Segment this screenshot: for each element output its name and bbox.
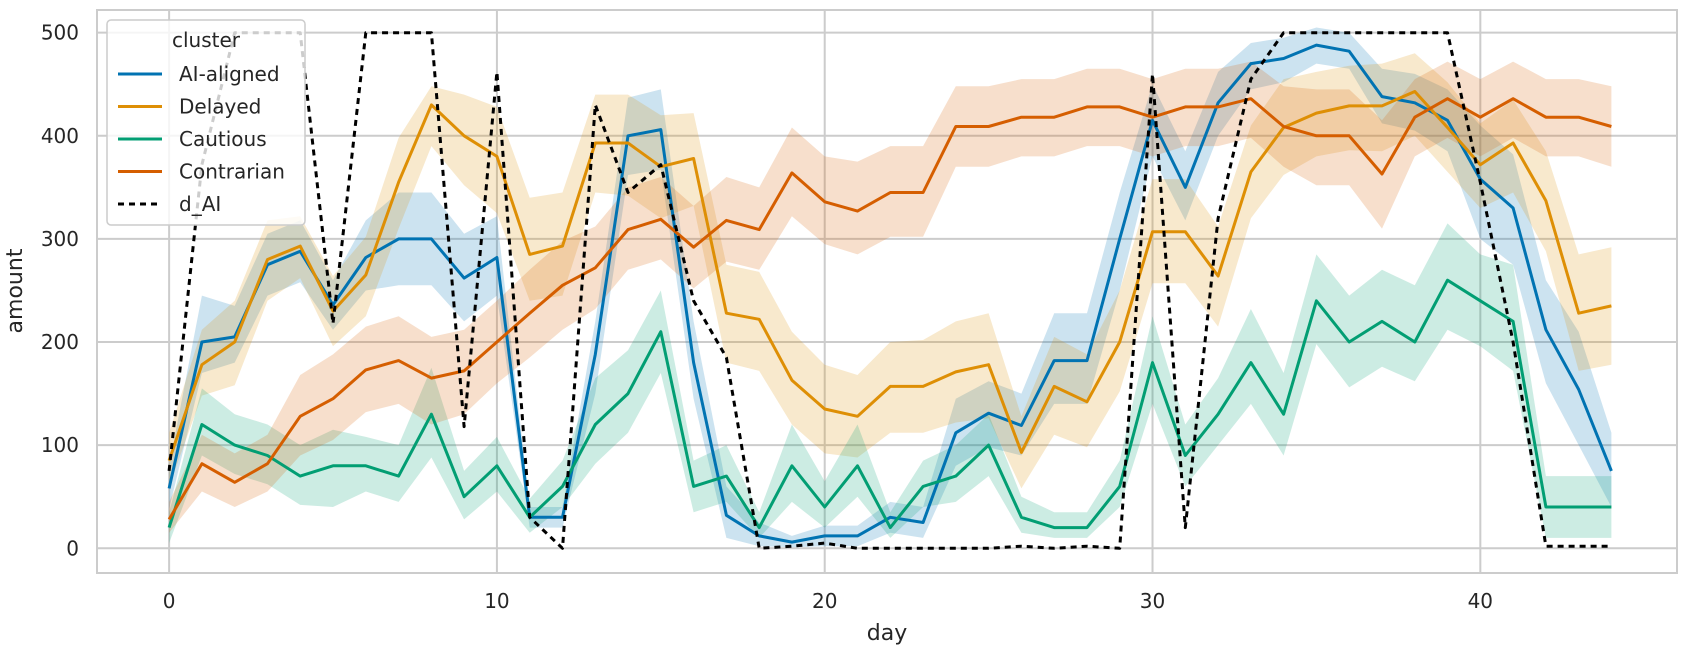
y-tick-label: 500	[41, 21, 79, 45]
d-ai-line	[167, 31, 1612, 550]
y-tick-label: 0	[66, 536, 79, 560]
legend-box	[106, 19, 306, 226]
delayed-band	[169, 53, 1612, 489]
ai-aligned-band	[169, 27, 1612, 548]
contrarian-line	[167, 97, 1612, 521]
cautious-line	[167, 278, 1612, 530]
legend-title: cluster	[172, 28, 241, 52]
legend-label-d-ai: d_AI	[179, 192, 221, 216]
legend-label-ai-aligned: AI-aligned	[179, 62, 280, 86]
y-axis-label: amount	[3, 248, 28, 333]
series-lines	[167, 31, 1613, 550]
ai-aligned-line	[167, 43, 1613, 544]
legend-label-cautious: Cautious	[179, 127, 267, 151]
x-tick-label: 40	[1468, 589, 1493, 613]
x-tick-label: 10	[484, 589, 509, 613]
y-tick-label: 400	[41, 124, 79, 148]
x-tick-label: 30	[1140, 589, 1165, 613]
legend-label-delayed: Delayed	[179, 95, 261, 119]
delayed-line	[167, 90, 1612, 462]
x-axis-label: day	[867, 621, 907, 646]
y-axis-ticks: 0 100 200 300 400 500	[41, 21, 79, 561]
x-tick-label: 0	[163, 589, 176, 613]
y-tick-label: 300	[41, 227, 79, 251]
legend-label-contrarian: Contrarian	[179, 160, 285, 184]
y-tick-label: 100	[41, 433, 79, 457]
y-tick-label: 200	[41, 330, 79, 354]
legend: cluster AI-aligned Delayed Cautious Contrari…	[106, 19, 306, 226]
cautious-band	[169, 223, 1612, 544]
x-axis-ticks: 0 10 20 30 40	[163, 589, 1493, 613]
x-tick-label: 20	[812, 589, 837, 613]
